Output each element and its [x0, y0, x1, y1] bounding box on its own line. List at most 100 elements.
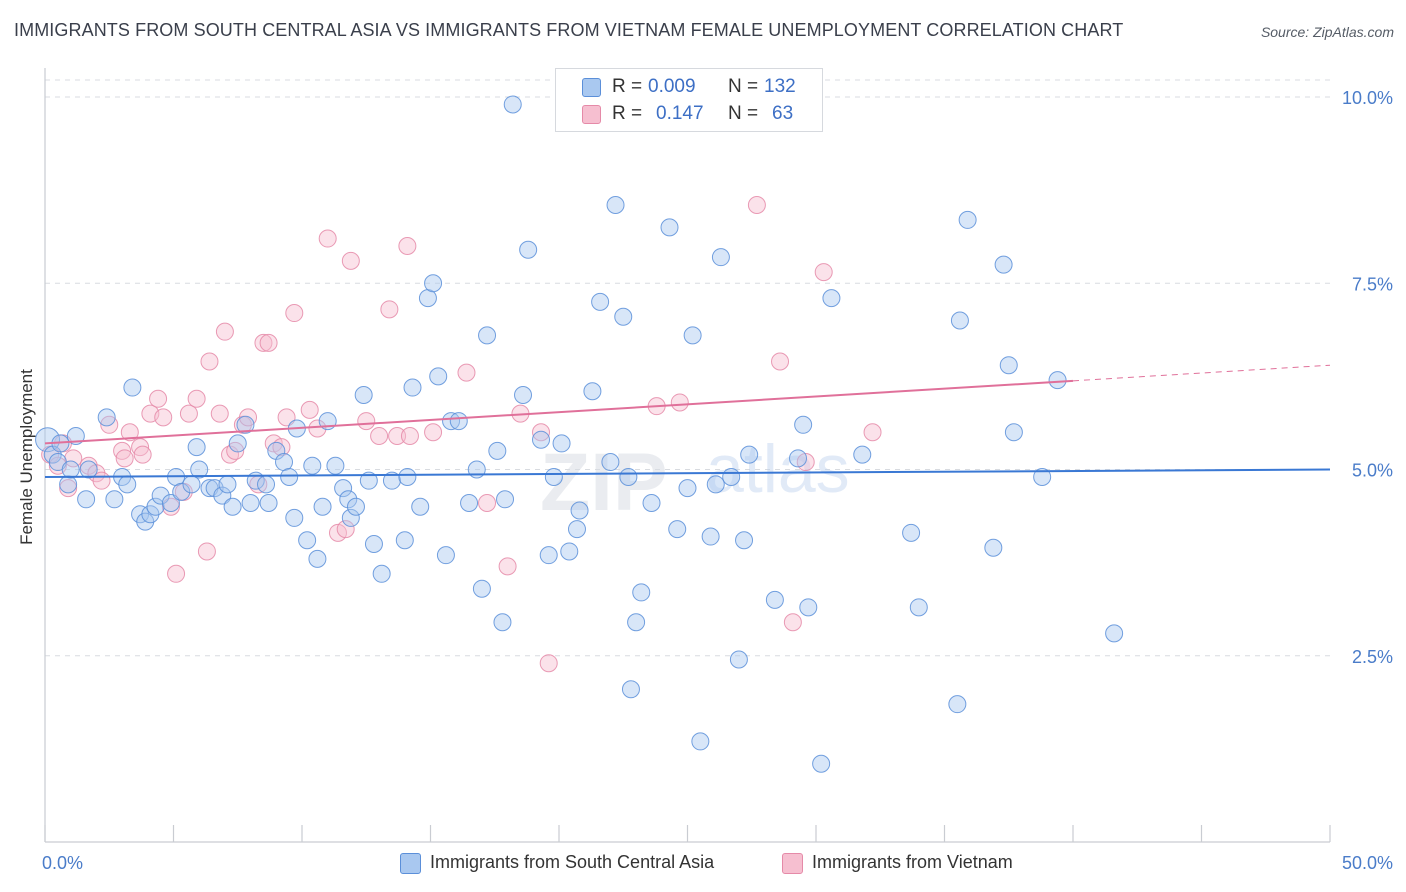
- south-central-asia-point: [1048, 371, 1067, 390]
- south-central-asia-point: [560, 542, 579, 561]
- south-central-asia-point: [334, 479, 353, 498]
- trend-line-vietnam-extension: [1072, 364, 1331, 382]
- vietnam-point: [64, 449, 83, 468]
- south-central-asia-point: [213, 486, 232, 505]
- south-central-asia-point: [729, 650, 748, 669]
- vietnam-point: [79, 456, 98, 475]
- south-central-asia-point: [285, 508, 304, 527]
- vietnam-point: [771, 352, 790, 371]
- south-central-asia-point: [449, 412, 468, 431]
- south-central-asia-point: [1033, 467, 1052, 486]
- south-central-asia-series: [35, 95, 1124, 773]
- south-central-asia-point: [341, 508, 360, 527]
- vietnam-point: [113, 441, 132, 460]
- r-label: R =: [612, 76, 643, 97]
- vietnam-point: [161, 497, 180, 516]
- vietnam-point: [670, 393, 689, 412]
- south-central-asia-point: [948, 695, 967, 714]
- n-value: 63: [772, 103, 794, 124]
- vietnam-point: [498, 557, 517, 576]
- y-tick-label: 7.5%: [1352, 274, 1393, 294]
- south-central-asia-point: [601, 453, 620, 472]
- south-central-asia-point: [398, 467, 417, 486]
- south-central-asia-point: [182, 475, 201, 494]
- south-central-asia-point: [298, 531, 317, 550]
- south-central-asia-point: [621, 680, 640, 699]
- south-central-asia-point: [411, 497, 430, 516]
- south-central-asia-point: [570, 501, 589, 520]
- vietnam-point: [400, 426, 419, 445]
- vietnam-point: [370, 426, 389, 445]
- vietnam-point: [285, 304, 304, 323]
- south-central-asia-point: [346, 497, 365, 516]
- pink-swatch: [782, 853, 803, 874]
- south-central-asia-point: [488, 441, 507, 460]
- vietnam-point: [277, 408, 296, 427]
- vietnam-point: [115, 449, 134, 468]
- trend-line-vietnam: [44, 379, 1074, 445]
- vietnam-point: [133, 445, 152, 464]
- south-central-asia-point: [436, 546, 455, 565]
- south-central-asia-point: [958, 210, 977, 229]
- vietnam-point: [167, 564, 186, 583]
- r-label: R =: [612, 103, 643, 124]
- south-central-asia-point: [493, 613, 512, 632]
- south-central-asia-point: [478, 326, 497, 345]
- south-central-asia-point: [711, 248, 730, 267]
- south-central-asia-point: [683, 326, 702, 345]
- south-central-asia-point: [994, 255, 1013, 274]
- south-central-asia-point: [519, 240, 538, 259]
- south-central-asia-point: [228, 434, 247, 453]
- vietnam-point: [398, 237, 417, 255]
- vietnam-point: [131, 438, 150, 457]
- south-central-asia-point: [472, 579, 491, 598]
- south-central-asia-point: [61, 460, 80, 479]
- south-central-asia-point: [706, 475, 725, 494]
- vietnam-point: [179, 404, 198, 423]
- south-central-asia-point: [668, 520, 687, 539]
- vietnam-point: [149, 389, 168, 408]
- vietnam-point: [539, 654, 558, 673]
- south-central-asia-point: [606, 196, 625, 215]
- vietnam-point: [747, 196, 766, 215]
- tick-labels: 2.5% 5.0% 7.5% 10.0% 0.0% 50.0%: [42, 88, 1393, 873]
- y-tick-label: 2.5%: [1352, 647, 1393, 667]
- south-central-asia-point: [1105, 624, 1124, 643]
- vietnam-point: [388, 426, 407, 445]
- south-central-asia-point: [424, 274, 443, 293]
- vietnam-point: [59, 479, 78, 498]
- south-central-asia-point: [632, 583, 651, 602]
- south-central-asia-point: [902, 523, 921, 542]
- n-label: N =: [728, 103, 759, 124]
- n-label: N =: [728, 76, 759, 97]
- vietnam-point: [424, 423, 443, 442]
- south-central-asia-point: [259, 494, 278, 513]
- south-central-asia-point: [591, 292, 610, 311]
- south-central-asia-point: [514, 386, 533, 404]
- vietnam-point: [226, 441, 245, 460]
- south-central-asia-point: [218, 475, 237, 494]
- south-central-asia-point: [950, 311, 969, 330]
- y-tick-label: 5.0%: [1352, 461, 1393, 481]
- south-central-asia-point: [765, 590, 784, 609]
- vietnam-point: [478, 494, 497, 513]
- south-central-asia-point: [241, 494, 260, 513]
- vietnam-point: [239, 408, 258, 427]
- trend-line-south-central-asia: [44, 468, 1331, 478]
- axes: [44, 68, 1331, 843]
- x-tick-label: 0.0%: [42, 853, 83, 873]
- vietnam-point: [254, 333, 273, 352]
- vietnam-point: [259, 333, 278, 352]
- vietnam-point: [318, 229, 337, 248]
- south-central-asia-point: [280, 467, 299, 486]
- south-central-asia-point: [735, 531, 754, 550]
- south-central-asia-point: [909, 598, 928, 617]
- south-central-asia-point: [303, 456, 322, 475]
- south-central-asia-point: [151, 486, 170, 505]
- blue-swatch: [400, 853, 421, 874]
- vietnam-point: [187, 389, 206, 408]
- vietnam-point: [380, 300, 399, 319]
- south-central-asia-point: [372, 564, 391, 583]
- south-central-asia-point: [984, 538, 1003, 557]
